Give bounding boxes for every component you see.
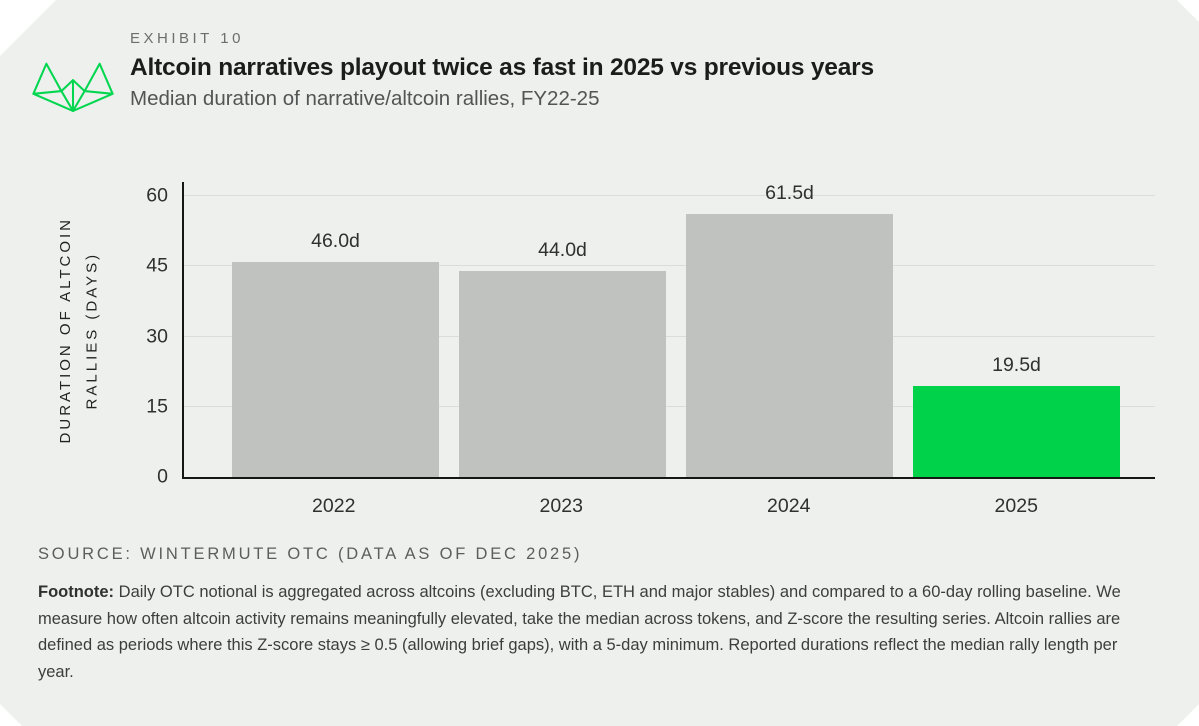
bar-group-2025: 19.5d	[913, 182, 1120, 477]
bar-group-2024: 61.5d	[686, 182, 893, 477]
exhibit-label: EXHIBIT 10	[130, 30, 244, 47]
y-axis-title-line2: RALLIES (DAYS)	[83, 251, 100, 410]
y-axis-title: DURATION OF ALTCOIN RALLIES (DAYS)	[36, 182, 122, 479]
wintermute-logo-icon	[32, 50, 114, 126]
y-tick-label-30: 30	[146, 325, 168, 348]
bar-chart: DURATION OF ALTCOIN RALLIES (DAYS) 0 15 30…	[36, 182, 1155, 518]
x-tick-label-2024: 2024	[767, 495, 811, 517]
chart-subtitle: Median duration of narrative/altcoin ral…	[130, 87, 600, 110]
y-tick-label-0: 0	[157, 465, 168, 488]
gridline-30	[184, 336, 1155, 337]
bar-2022	[232, 262, 439, 477]
footnote-label: Footnote:	[38, 583, 115, 601]
footnote-text: Daily OTC notional is aggregated across …	[38, 583, 1121, 682]
footnote: Footnote: Daily OTC notional is aggregat…	[38, 579, 1151, 686]
chart-header: EXHIBIT 10 Altcoin narratives playout tw…	[0, 0, 1199, 126]
bar-value-label-2022: 46.0d	[311, 229, 360, 252]
gridline-45	[184, 265, 1155, 266]
gridline-15	[184, 406, 1155, 407]
x-axis-labels: 2022 2023 2024 2025	[182, 495, 1155, 518]
bar-value-label-2024: 61.5d	[765, 182, 814, 204]
plot-wrap: 0 15 30 45 60 46.0d 44.0d 61.5d 19.5d 2022 2023 20…	[122, 182, 1155, 518]
x-tick-label-2025: 2025	[994, 495, 1038, 517]
y-axis-title-text: DURATION OF ALTCOIN RALLIES (DAYS)	[53, 217, 106, 443]
plot-area: 0 15 30 45 60 46.0d 44.0d 61.5d 19.5d	[182, 182, 1155, 479]
source-line: SOURCE: WINTERMUTE OTC (DATA AS OF DEC 2…	[38, 545, 583, 563]
y-tick-label-60: 60	[146, 184, 168, 207]
y-axis-title-line1: DURATION OF ALTCOIN	[56, 217, 74, 444]
bar-value-label-2023: 44.0d	[538, 238, 587, 261]
bars-container: 46.0d 44.0d 61.5d 19.5d	[184, 182, 1155, 477]
bar-value-label-2025: 19.5d	[992, 353, 1041, 376]
bar-2025	[913, 386, 1120, 477]
bar-group-2023: 44.0d	[459, 182, 666, 477]
y-tick-label-15: 15	[146, 395, 168, 418]
bar-2023	[459, 271, 666, 477]
bar-group-2022: 46.0d	[232, 182, 439, 477]
bar-2024	[686, 214, 893, 477]
x-tick-label-2023: 2023	[539, 495, 583, 517]
gridline-60	[184, 195, 1155, 196]
chart-title: Altcoin narratives playout twice as fast…	[130, 54, 874, 81]
header-text-block: EXHIBIT 10 Altcoin narratives playout tw…	[130, 28, 874, 111]
x-tick-label-2022: 2022	[312, 495, 356, 517]
y-tick-label-45: 45	[146, 254, 168, 277]
